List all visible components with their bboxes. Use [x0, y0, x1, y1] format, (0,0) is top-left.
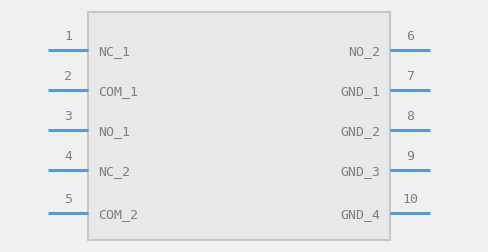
Text: 4: 4	[64, 150, 72, 163]
Text: GND_1: GND_1	[340, 85, 380, 99]
Text: 2: 2	[64, 70, 72, 83]
Text: 8: 8	[406, 110, 414, 123]
Text: GND_2: GND_2	[340, 125, 380, 139]
Text: GND_4: GND_4	[340, 208, 380, 222]
Text: COM_2: COM_2	[98, 208, 138, 222]
Text: COM_1: COM_1	[98, 85, 138, 99]
Text: 10: 10	[402, 193, 418, 206]
Text: 9: 9	[406, 150, 414, 163]
Text: 3: 3	[64, 110, 72, 123]
Bar	[88, 12, 390, 240]
Text: GND_3: GND_3	[340, 166, 380, 178]
Text: 6: 6	[406, 30, 414, 43]
Text: 7: 7	[406, 70, 414, 83]
Text: 5: 5	[64, 193, 72, 206]
Text: NC_2: NC_2	[98, 166, 130, 178]
Text: NO_2: NO_2	[348, 46, 380, 58]
Text: NC_1: NC_1	[98, 46, 130, 58]
Text: 1: 1	[64, 30, 72, 43]
Text: NO_1: NO_1	[98, 125, 130, 139]
